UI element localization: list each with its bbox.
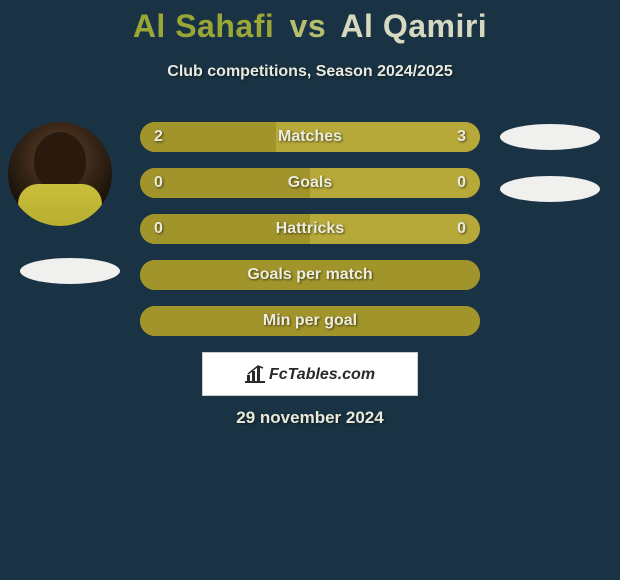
stat-bar-min-per-goal: Min per goal: [140, 306, 480, 336]
date-text: 29 november 2024: [0, 408, 620, 428]
player1-badge: [20, 258, 120, 284]
stat-label: Matches: [140, 128, 480, 146]
attribution-box: FcTables.com: [202, 352, 418, 396]
player1-avatar: [8, 122, 112, 226]
player1-name: Al Sahafi: [133, 8, 274, 44]
stat-value-right: 0: [457, 174, 466, 192]
stat-label: Min per goal: [140, 312, 480, 330]
stat-bar-hattricks: 0 Hattricks 0: [140, 214, 480, 244]
stat-label: Goals: [140, 174, 480, 192]
chart-icon: [245, 365, 265, 383]
player2-name: Al Qamiri: [340, 8, 487, 44]
stat-bars-container: 2 Matches 3 0 Goals 0 0 Hattricks 0 Goal…: [140, 122, 480, 352]
stat-bar-goals: 0 Goals 0: [140, 168, 480, 198]
stat-value-right: 0: [457, 220, 466, 238]
attribution-text: FcTables.com: [269, 366, 375, 383]
stat-bar-goals-per-match: Goals per match: [140, 260, 480, 290]
subtitle: Club competitions, Season 2024/2025: [0, 63, 620, 81]
stat-label: Goals per match: [140, 266, 480, 284]
stat-value-right: 3: [457, 128, 466, 146]
stat-bar-matches: 2 Matches 3: [140, 122, 480, 152]
vs-text: vs: [290, 8, 327, 44]
player2-badge-2: [500, 176, 600, 202]
stat-label: Hattricks: [140, 220, 480, 238]
comparison-title: Al Sahafi vs Al Qamiri: [0, 0, 620, 45]
player2-badge-1: [500, 124, 600, 150]
